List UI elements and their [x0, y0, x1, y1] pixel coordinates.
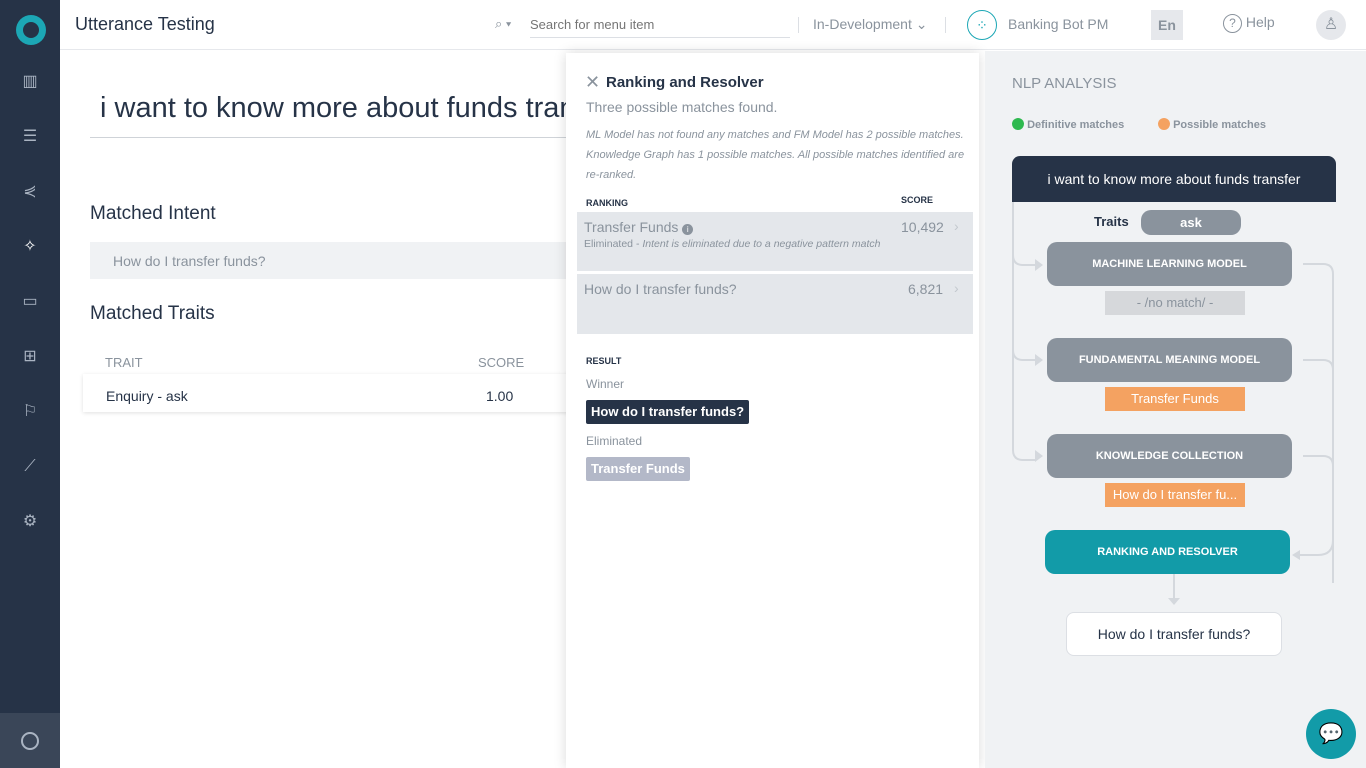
chat-button[interactable]: 💬 [1306, 709, 1356, 759]
ranking-name: Transfer Funds [584, 219, 679, 235]
fm-model-node[interactable]: FUNDAMENTAL MEANING MODEL [1047, 338, 1292, 382]
search-input[interactable] [530, 12, 790, 38]
elimination-reason: Eliminated - Intent is eliminated due to… [584, 238, 884, 250]
result-heading: RESULT [586, 356, 622, 366]
status: Eliminated - [584, 238, 643, 250]
ml-result: - /no match/ - [1105, 291, 1245, 315]
ranking-score: 6,821 [908, 281, 944, 297]
conversations-icon[interactable]: ▭ [22, 293, 38, 310]
chat-icon: 💬 [1318, 723, 1344, 745]
metrics-icon[interactable]: ⟋ [24, 458, 36, 475]
legend-label: Possible matches [1173, 119, 1266, 131]
help-label: Help [1245, 14, 1275, 30]
trait-score: 1.00 [486, 388, 514, 404]
ranking-row[interactable]: Transfer Funds i 10,492 › Eliminated - I… [577, 212, 973, 271]
user-avatar[interactable]: ♙ [1316, 10, 1346, 40]
help-button[interactable]: ? Help [1223, 14, 1275, 33]
environment-label: In-Development [813, 16, 912, 32]
traits-label: Traits [1094, 214, 1129, 229]
info-icon[interactable]: i [682, 224, 694, 235]
ranking-row[interactable]: How do I transfer funds? 6,821 › [577, 274, 973, 334]
status-area [0, 713, 60, 768]
eliminated-tag: Transfer Funds [586, 457, 690, 481]
analytics-icon[interactable]: ▥ [22, 73, 38, 90]
ranking-resolver-node[interactable]: RANKING AND RESOLVER [1045, 530, 1290, 574]
page-title: Utterance Testing [75, 14, 215, 34]
reason: Intent is eliminated due to a negative p… [642, 238, 881, 250]
score-column-header: SCORE [478, 355, 525, 370]
trait-name: Enquiry - ask [106, 388, 188, 404]
sidebar: ▥ ☰ ⋞ ✧ ▭ ⊞ ⚐ ⟋ ⚙ [0, 0, 60, 768]
orange-dot-icon [1158, 118, 1170, 130]
matched-intent-heading: Matched Intent [90, 203, 216, 224]
kc-result: How do I transfer fu... [1105, 483, 1245, 507]
chevron-right-icon[interactable]: › [954, 280, 959, 296]
utterance-testing-icon[interactable]: ✧ [23, 238, 37, 255]
apps-icon[interactable]: ⊞ [23, 348, 37, 365]
matched-traits-heading: Matched Traits [90, 303, 215, 324]
search-icon[interactable]: ⌕ ▾ [495, 16, 512, 31]
panel-title: Ranking and Resolver [606, 74, 764, 91]
utterance-input[interactable]: i want to know more about funds transfer [90, 92, 570, 138]
deploy-icon[interactable]: ⚐ [22, 403, 38, 420]
nlp-heading: NLP ANALYSIS [1012, 75, 1117, 92]
trait-chip: ask [1141, 210, 1241, 235]
ranking-header: RANKING [586, 198, 628, 208]
flow-connectors [1012, 202, 1334, 605]
fm-result: Transfer Funds [1105, 387, 1245, 411]
logo[interactable] [16, 15, 46, 45]
chevron-right-icon[interactable]: › [954, 218, 959, 234]
knowledge-collection-node[interactable]: KNOWLEDGE COLLECTION [1047, 434, 1292, 478]
bot-builder-icon[interactable]: ☰ [22, 128, 38, 145]
green-dot-icon [1012, 118, 1024, 130]
bot-name[interactable]: Banking Bot PM [1008, 16, 1109, 32]
top-bar: Utterance Testing ⌕ ▾ In-Development ⌄ ⁘… [60, 0, 1366, 50]
environment-select[interactable]: In-Development ⌄ [813, 16, 927, 33]
final-result: How do I transfer funds? [1066, 612, 1282, 656]
winner-label: Winner [586, 377, 625, 391]
nlp-utterance: i want to know more about funds transfer [1012, 156, 1336, 202]
ml-model-node[interactable]: MACHINE LEARNING MODEL [1047, 242, 1292, 286]
legend-possible: Possible matches [1158, 118, 1266, 131]
eliminated-label: Eliminated [586, 434, 643, 448]
panel-subtitle: Three possible matches found. [586, 99, 778, 115]
close-icon[interactable]: ✕ [585, 72, 601, 92]
flows-icon[interactable]: ⋞ [23, 183, 37, 200]
bot-icon[interactable]: ⁘ [967, 10, 997, 40]
legend-definitive: Definitive matches [1012, 118, 1124, 131]
winner-tag: How do I transfer funds? [586, 400, 750, 424]
ranking-score: 10,492 [901, 219, 944, 235]
score-header: SCORE [901, 195, 934, 205]
ranking-resolver-panel: ✕ Ranking and Resolver Three possible ma… [566, 53, 979, 768]
chevron-down-icon: ⌄ [915, 16, 928, 32]
legend-label: Definitive matches [1027, 119, 1125, 131]
trait-column-header: TRAIT [105, 355, 143, 370]
ranking-name: How do I transfer funds? [584, 281, 737, 297]
settings-icon[interactable]: ⚙ [22, 513, 38, 530]
help-icon: ? [1223, 14, 1242, 33]
matched-intent: How do I transfer funds? [90, 242, 570, 279]
panel-description: ML Model has not found any matches and F… [586, 129, 965, 181]
table-row[interactable]: Enquiry - ask 1.00 [83, 374, 573, 412]
language-button[interactable]: En [1151, 10, 1183, 40]
